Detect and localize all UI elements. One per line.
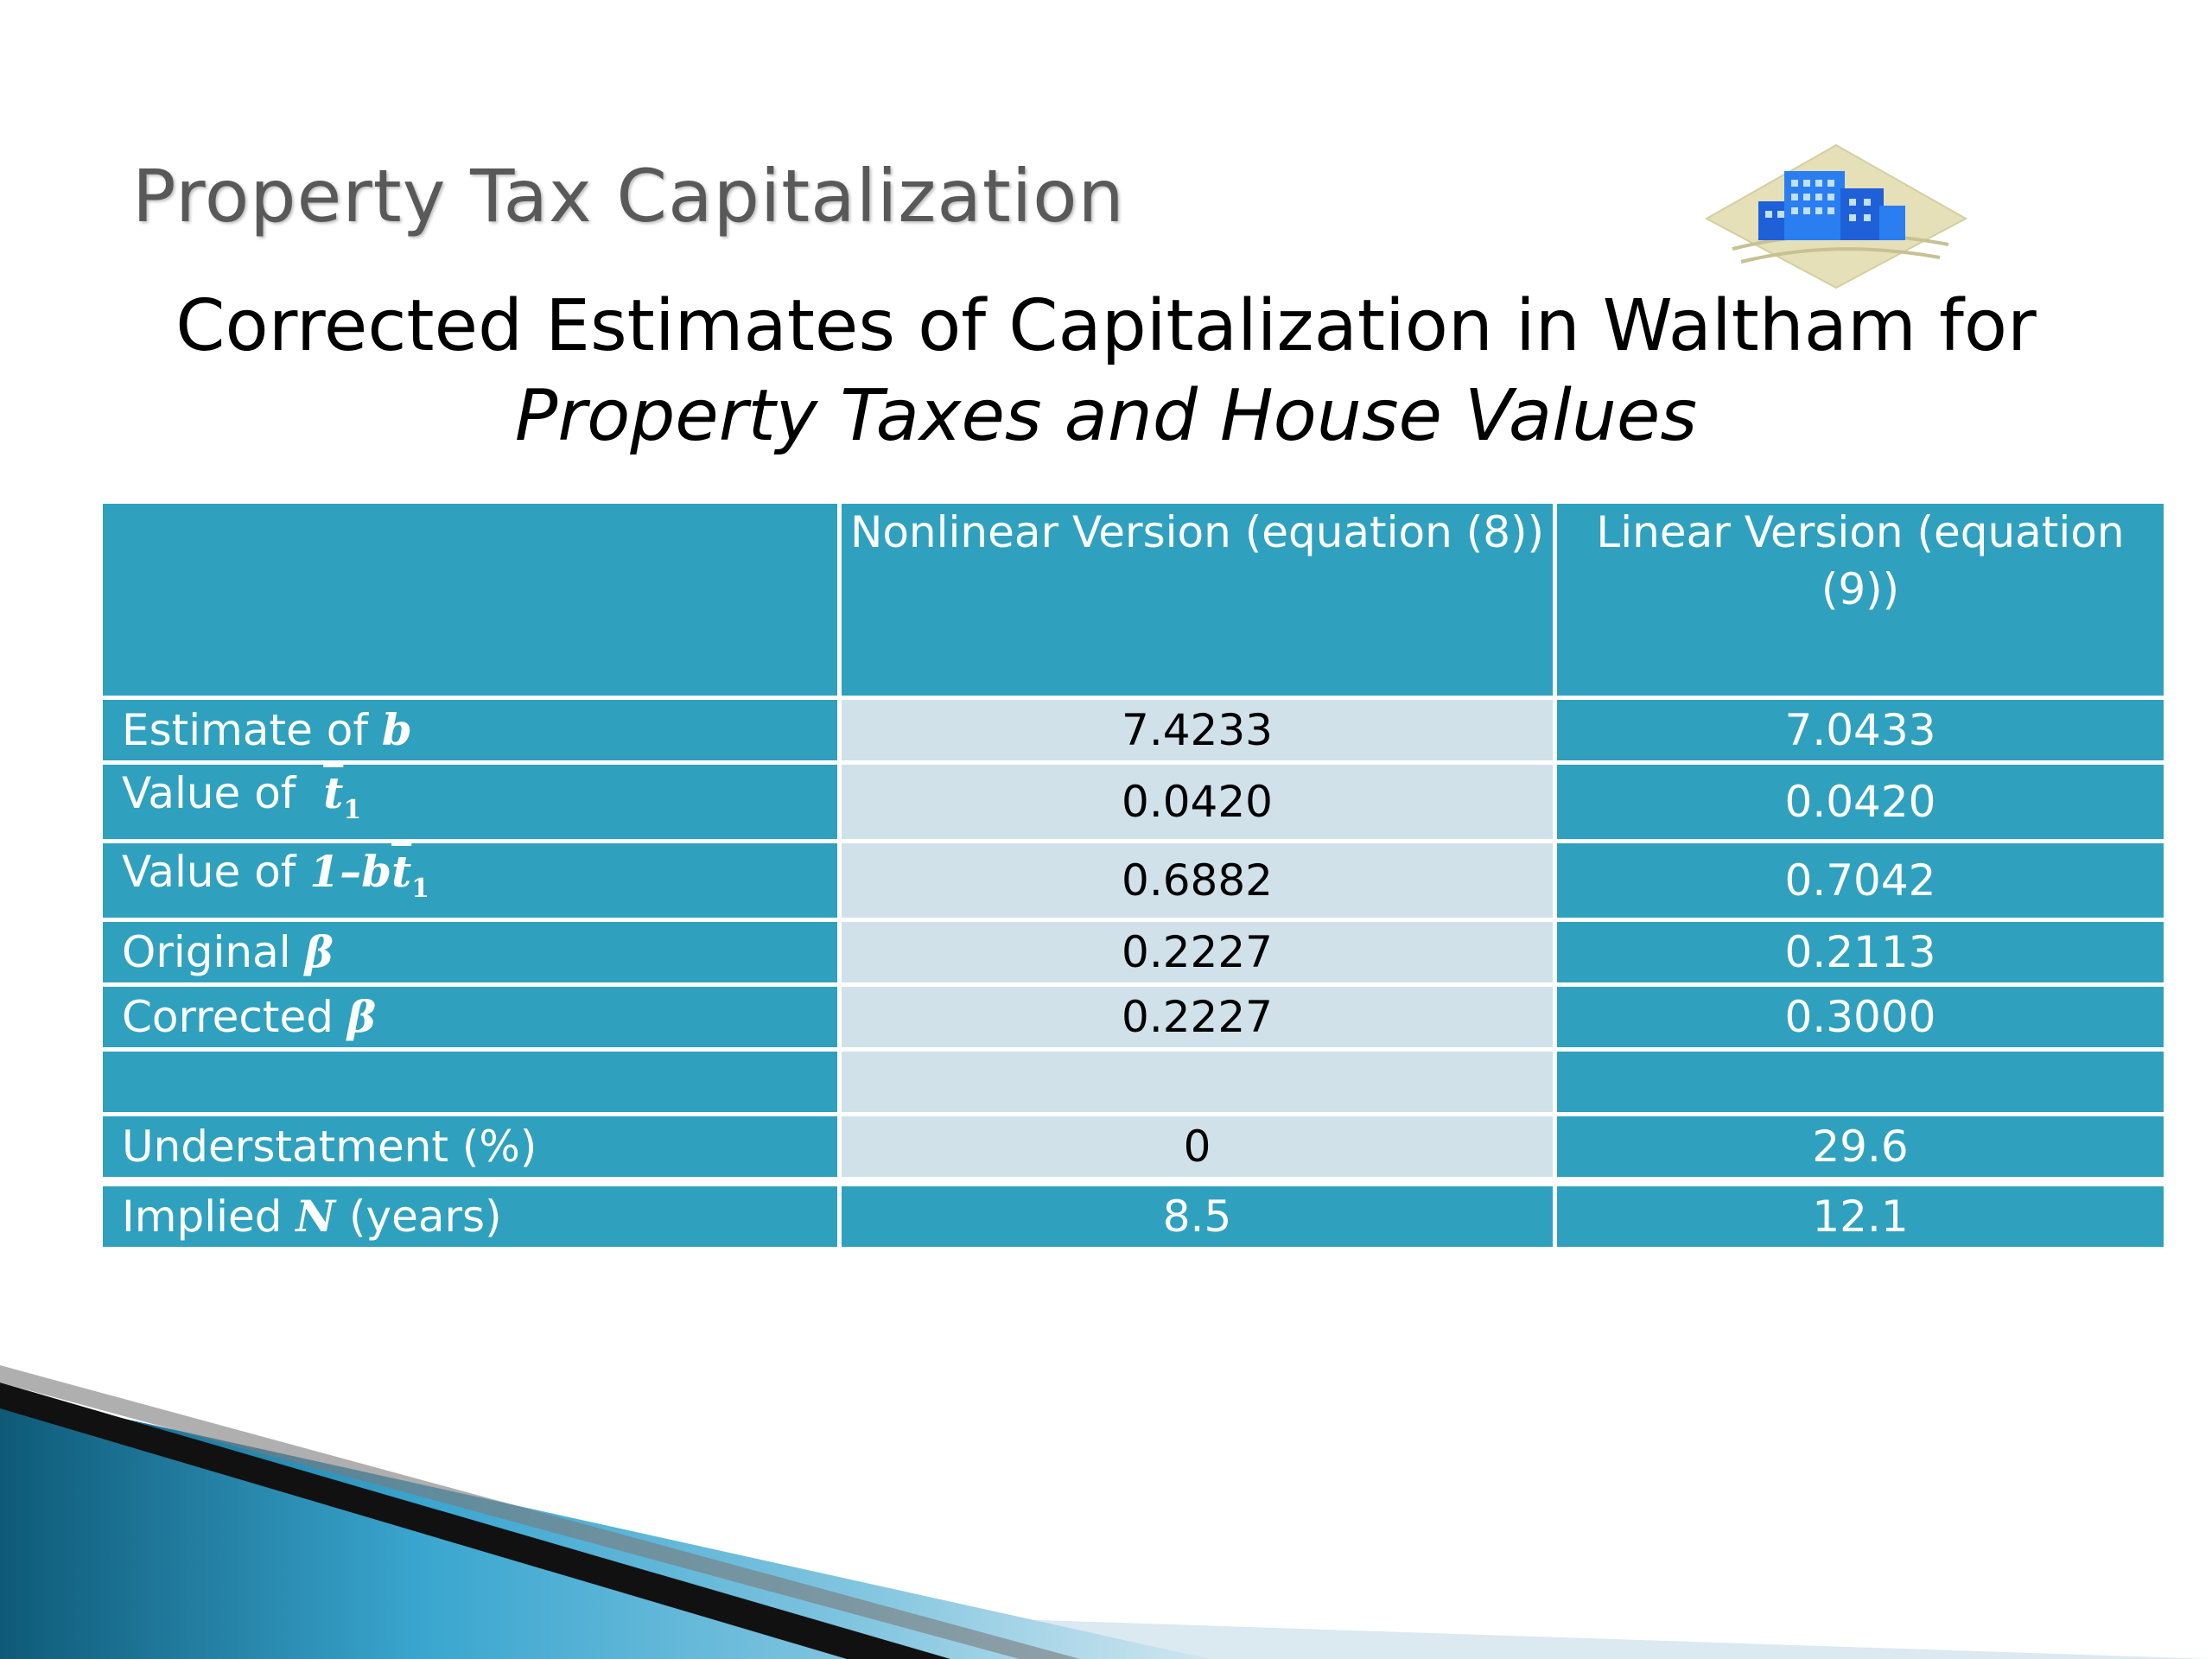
table-header-row: Nonlinear Version (equation (8)) Linear …	[99, 499, 2168, 700]
linear-value: 0.0420	[1553, 760, 2168, 843]
nonlinear-value: 0.0420	[837, 760, 1557, 843]
table-row: Corrected β 0.2227 0.3000	[99, 982, 2168, 1052]
math-symbol-N: N	[296, 1191, 336, 1242]
nonlinear-value: 0.2227	[837, 982, 1557, 1052]
row-label: Value of t1	[99, 760, 842, 843]
math-symbol-t-bar-1: t1	[323, 767, 362, 825]
nonlinear-value: 0.6882	[837, 839, 1557, 922]
linear-value: 12.1	[1553, 1177, 2168, 1251]
row-label: Estimate of b	[99, 696, 842, 765]
math-symbol-beta: β	[304, 926, 334, 977]
row-label: Original β	[99, 918, 842, 987]
row-label: Corrected β	[99, 982, 842, 1052]
nonlinear-value: 8.5	[837, 1177, 1557, 1251]
linear-value: 0.3000	[1553, 982, 2168, 1052]
row-label	[99, 1047, 842, 1116]
table-row-empty	[99, 1047, 2168, 1116]
header-nonlinear: Nonlinear Version (equation (8))	[837, 499, 1557, 700]
math-expression-1-minus-b-t-bar: 1–bt1	[309, 846, 430, 904]
table-row: Value of 1–bt1 0.6882 0.7042	[99, 839, 2168, 922]
table-row: Estimate of b 7.4233 7.0433	[99, 696, 2168, 765]
linear-value: 0.2113	[1553, 918, 2168, 987]
row-label: Value of 1–bt1	[99, 839, 842, 922]
nonlinear-value	[837, 1047, 1557, 1116]
nonlinear-value: 0.2227	[837, 918, 1557, 987]
header-cell-blank	[99, 499, 842, 700]
row-label: Understatment (%)	[99, 1112, 842, 1184]
table-row: Original β 0.2227 0.2113	[99, 918, 2168, 987]
math-symbol-b: b	[381, 704, 412, 755]
math-symbol-beta: β	[346, 991, 377, 1042]
subtitle-line-1: Corrected Estimates of Capitalization in…	[175, 285, 2037, 367]
table-row: Implied N (years) 8.5 12.1	[99, 1177, 2168, 1251]
subtitle-line-2: Property Taxes and House Values	[514, 375, 1698, 457]
blue-swoosh-decoration	[0, 1365, 2212, 1659]
table-row: Value of t1 0.0420 0.0420	[99, 760, 2168, 843]
row-label: Implied N (years)	[99, 1177, 842, 1251]
linear-value: 29.6	[1553, 1112, 2168, 1184]
linear-value: 7.0433	[1553, 696, 2168, 765]
nonlinear-value: 0	[837, 1112, 1557, 1184]
slide-subtitle: Corrected Estimates of Capitalization in…	[0, 282, 2212, 461]
linear-value	[1553, 1047, 2168, 1116]
buildings-logo-icon	[1704, 143, 1968, 289]
slide-title: Property Tax Capitalization	[132, 154, 1125, 238]
header-linear: Linear Version (equation (9))	[1553, 499, 2168, 700]
capitalization-table: Nonlinear Version (equation (8)) Linear …	[99, 499, 2168, 1251]
linear-value: 0.7042	[1553, 839, 2168, 922]
table-row: Understatment (%) 0 29.6	[99, 1112, 2168, 1184]
nonlinear-value: 7.4233	[837, 696, 1557, 765]
